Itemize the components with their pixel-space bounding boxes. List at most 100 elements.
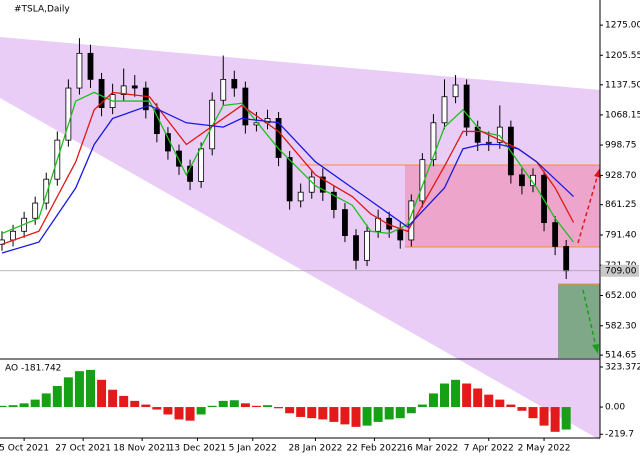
- ao-bar: [506, 404, 516, 408]
- ao-bar: [41, 393, 51, 408]
- ao-bar: [119, 395, 129, 408]
- x-tick-label: 13 Dec 2021: [169, 444, 227, 454]
- channel: [0, 37, 600, 440]
- ao-bar: [130, 400, 140, 408]
- up-arrow: [577, 173, 599, 244]
- x-tick-label: 5 Jan 2022: [229, 444, 277, 454]
- ao-bar: [528, 407, 538, 419]
- ao-bar: [307, 407, 317, 419]
- ao-bar: [30, 399, 40, 408]
- ao-bar: [263, 405, 272, 408]
- candle-body: [364, 230, 370, 261]
- candle-body: [397, 228, 404, 241]
- moving-average: [1, 104, 575, 254]
- indicator-title: AO -181.742: [5, 364, 61, 374]
- x-tick-label: 16 Mar 2022: [401, 444, 458, 454]
- candle-body: [142, 87, 149, 111]
- candle-body: [297, 191, 304, 202]
- y-tick-label: -219.7: [605, 430, 634, 440]
- candle-body: [231, 78, 238, 89]
- ao-bar: [141, 404, 151, 408]
- y-tick-label: 514.65: [605, 351, 637, 361]
- candle-body: [485, 141, 492, 144]
- ao-bar: [185, 407, 195, 421]
- ao-bar: [318, 407, 328, 420]
- candle-body: [87, 52, 94, 80]
- candle-body: [330, 191, 337, 210]
- range-box: [405, 165, 600, 247]
- ao-bar: [462, 383, 472, 408]
- y-tick-label: 0.00: [605, 403, 625, 413]
- candle-body: [43, 178, 50, 204]
- ao-bar: [97, 379, 107, 408]
- candle-body: [519, 174, 525, 187]
- candle-body: [375, 217, 382, 232]
- ao-panel: 323.372 0.00 -219.7 5 Oct 2021 27 Oct 2021 18…: [0, 363, 640, 454]
- ao-bar: [373, 407, 383, 422]
- candle-body: [552, 222, 559, 247]
- candle-body: [198, 148, 205, 182]
- y-tick-label: 652.00: [605, 291, 637, 301]
- x-tick-label: 27 Oct 2021: [55, 444, 111, 454]
- ao-bar: [207, 405, 217, 408]
- candle-body: [452, 84, 459, 98]
- ao-bar: [174, 407, 184, 420]
- up-arrow-head: [594, 168, 601, 178]
- ao-bar: [473, 388, 483, 408]
- ao-bar: [561, 407, 571, 430]
- y-tick-label: 791.40: [605, 231, 637, 241]
- ao-bar: [428, 393, 438, 408]
- y-tick-label: 861.25: [605, 200, 637, 210]
- y-tick-label: 928.70: [605, 171, 637, 181]
- y-tick-label: 1068.15: [605, 110, 640, 120]
- y-tick-label: 1275.00: [605, 21, 640, 31]
- candle-body: [65, 87, 72, 141]
- down-arrow-head: [592, 344, 599, 354]
- ao-bar: [274, 407, 284, 409]
- candle-body: [286, 157, 293, 202]
- candle-body: [32, 202, 39, 219]
- ao-bar: [108, 389, 118, 408]
- ao-bar: [362, 407, 372, 426]
- ao-bar: [229, 400, 239, 408]
- candle-body: [441, 96, 448, 124]
- candle-body: [10, 230, 16, 241]
- ao-bar: [52, 386, 62, 408]
- candle-body: [98, 78, 105, 108]
- ao-bar: [240, 403, 250, 408]
- ao-bar: [63, 377, 73, 408]
- x-tick-label: 2 May 2022: [518, 444, 571, 454]
- candle-body: [430, 122, 437, 161]
- ao-bar: [484, 394, 494, 408]
- last-price-label: 709.00: [605, 266, 637, 276]
- ao-bar: [440, 383, 449, 408]
- ao-bar: [417, 404, 427, 408]
- candle-body: [176, 150, 182, 167]
- moving-average: [1, 91, 575, 245]
- y-tick-label: 998.75: [605, 141, 637, 151]
- ao-bar: [19, 403, 29, 408]
- ao-bar: [86, 369, 95, 408]
- ao-bar: [296, 407, 306, 417]
- last-price-box: [601, 264, 639, 277]
- ao-bar: [340, 407, 350, 425]
- ao-bar: [74, 371, 84, 408]
- x-tick-label: 5 Oct 2021: [0, 444, 49, 454]
- candle-body: [563, 246, 570, 272]
- ao-bar: [550, 407, 560, 432]
- ao-bar: [517, 407, 527, 411]
- candle-body: [131, 85, 138, 89]
- candle-body: [530, 174, 536, 187]
- candle-body: [353, 235, 359, 261]
- ao-bar: [539, 407, 549, 426]
- y-tick-label: 1137.50: [605, 80, 640, 90]
- ao-bar: [251, 405, 261, 408]
- y-tick-label: 582.30: [605, 321, 637, 331]
- candle-body: [0, 239, 5, 245]
- ao-bar: [285, 407, 295, 414]
- y-tick-label: 323.372: [605, 363, 640, 373]
- ao-bar: [0, 405, 7, 408]
- candle-body: [220, 78, 227, 101]
- candle-body: [275, 118, 282, 158]
